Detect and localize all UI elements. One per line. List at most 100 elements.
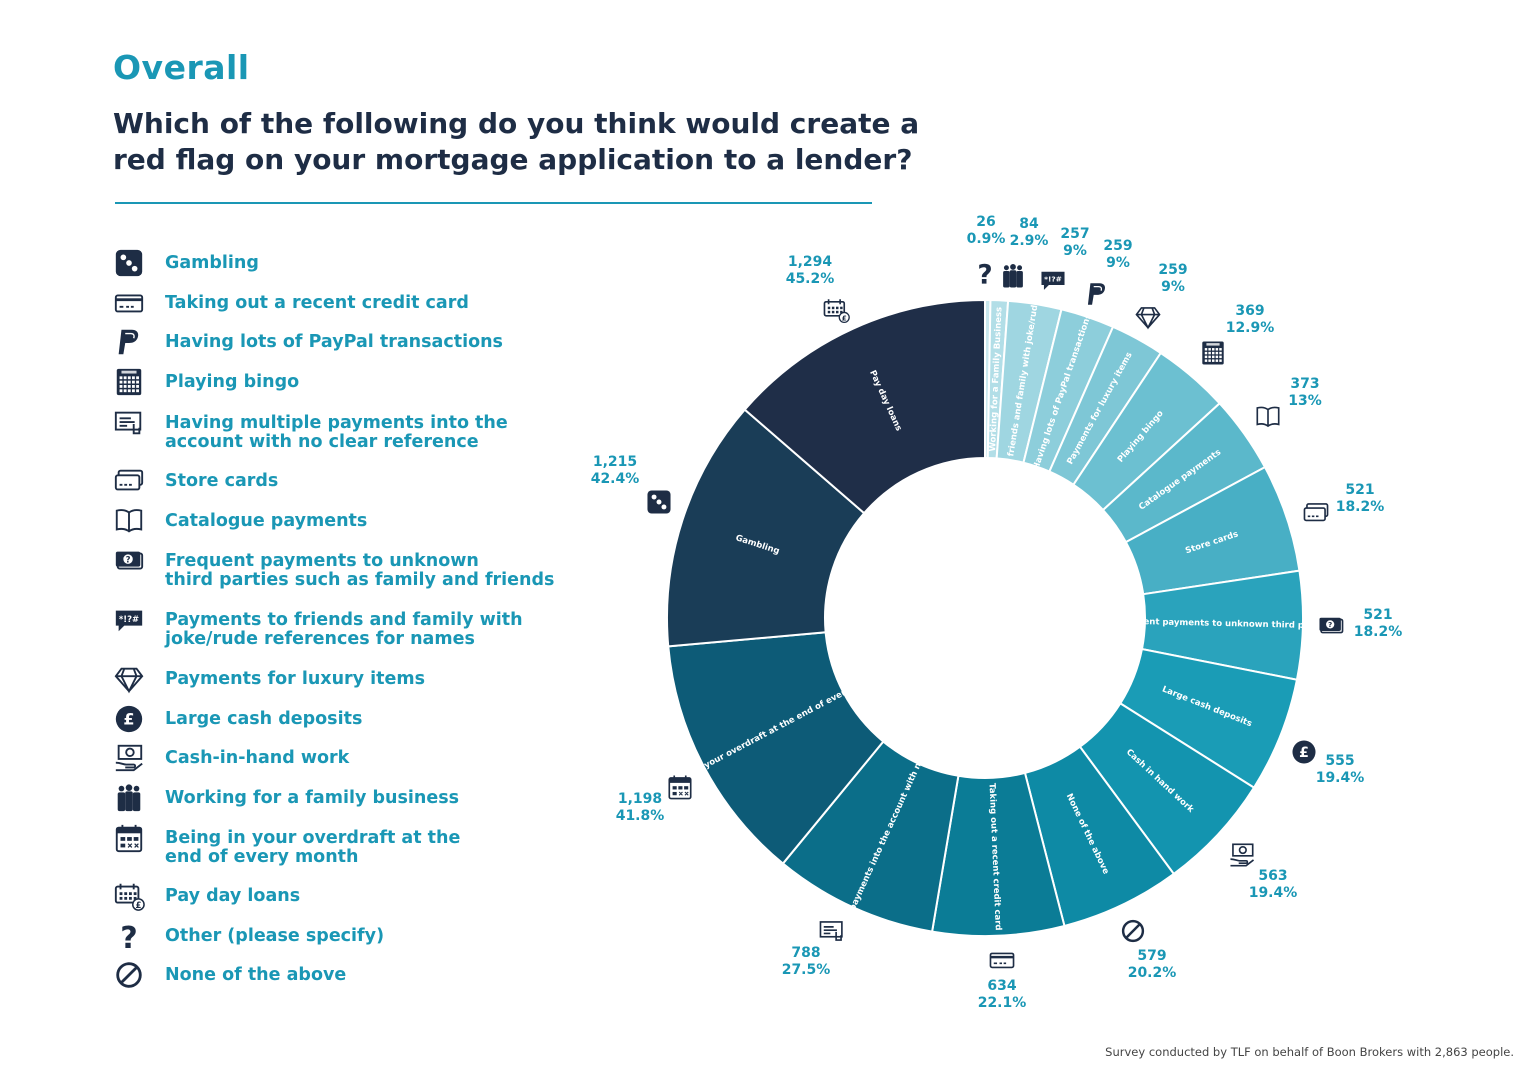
svg-text:£: £ xyxy=(123,710,134,729)
value-label: 26 xyxy=(976,214,995,230)
value-label: 1,198 xyxy=(618,791,662,807)
legend-item: Payments for luxury items xyxy=(113,666,583,706)
value-label: 579 xyxy=(1137,948,1166,964)
bingo-card-icon xyxy=(1202,341,1224,365)
svg-text:?: ? xyxy=(120,921,137,952)
donut-slice xyxy=(666,408,866,648)
legend-item: Gambling xyxy=(113,249,583,290)
legend-label: None of the above xyxy=(165,965,347,985)
legend-label: Having multiple payments into the accoun… xyxy=(165,413,508,452)
legend-item: None of the above xyxy=(113,962,583,1002)
percent-label: 18.2% xyxy=(1336,499,1385,515)
legend-item: Playing bingo xyxy=(113,366,583,409)
pound-coin-icon: £ xyxy=(113,703,147,737)
svg-text:?: ? xyxy=(977,261,992,291)
store-cards-icon xyxy=(113,465,147,499)
percent-label: 41.8% xyxy=(616,808,665,824)
page-title: Which of the following do you think woul… xyxy=(113,107,920,176)
percent-label: 19.4% xyxy=(1249,885,1298,901)
percent-label: 9% xyxy=(1063,243,1087,259)
value-label: 257 xyxy=(1060,226,1089,242)
percent-label: 12.9% xyxy=(1226,320,1275,336)
calendar-pound-icon: £ xyxy=(113,880,147,914)
question-mark-icon: ? xyxy=(113,920,147,956)
value-label: 1,294 xyxy=(788,254,833,270)
legend-item: ? Frequent payments to unknown third part… xyxy=(113,548,583,590)
percent-label: 9% xyxy=(1106,255,1130,271)
legend-label: Gambling xyxy=(165,253,259,273)
legend-item: £ Pay day loans xyxy=(113,883,583,923)
percent-label: 2.9% xyxy=(1010,233,1049,249)
svg-text:?: ? xyxy=(126,554,131,564)
legend-item: Having lots of PayPal transactions xyxy=(113,329,583,369)
legend-label: Pay day loans xyxy=(165,886,301,906)
section-title: Overall xyxy=(113,48,250,87)
percent-label: 19.4% xyxy=(1316,770,1365,786)
legend-label: Being in your overdraft at the end of ev… xyxy=(165,828,461,867)
percent-label: 22.1% xyxy=(978,995,1027,1011)
footer-note: Survey conducted by TLF on behalf of Boo… xyxy=(1105,1045,1514,1059)
legend-item: ? Other (please specify) xyxy=(113,920,583,963)
value-label: 369 xyxy=(1235,303,1264,319)
pound-coin-icon: £ xyxy=(1292,740,1316,764)
svg-text:*!?#: *!?# xyxy=(119,614,139,624)
swearing-speech-bubble-icon: *!?# xyxy=(1041,271,1065,290)
dice-icon xyxy=(647,490,671,514)
legend-label: Payments for luxury items xyxy=(165,669,426,689)
value-label: 259 xyxy=(1103,238,1132,254)
legend-item: *!?# Payments to friends and family with … xyxy=(113,604,583,649)
family-icon xyxy=(113,782,147,816)
percent-label: 18.2% xyxy=(1354,624,1403,640)
donut-slice xyxy=(743,298,986,515)
credit-card-icon xyxy=(989,952,1015,969)
value-label: 259 xyxy=(1158,262,1187,278)
cash-in-hand-icon xyxy=(113,742,147,776)
family-icon xyxy=(1003,264,1023,288)
legend-item: Taking out a recent credit card xyxy=(113,290,583,330)
bingo-card-icon xyxy=(113,366,147,400)
cheque-icon xyxy=(113,407,147,441)
slice-label: Frequent payments to unknown third parti… xyxy=(1116,617,1332,632)
calendar-pound-icon: £ xyxy=(823,299,850,324)
legend-item: Working for a family business xyxy=(113,782,583,825)
diamond-icon xyxy=(1135,307,1161,330)
value-label: 788 xyxy=(791,945,820,961)
swearing-speech-bubble-icon: *!?# xyxy=(113,604,147,638)
legend-item: Store cards xyxy=(113,468,583,508)
paypal-icon xyxy=(113,326,147,360)
value-label: 521 xyxy=(1345,482,1374,498)
calendar-icon xyxy=(668,775,692,800)
credit-card-icon xyxy=(113,287,147,321)
legend-item: Catalogue payments xyxy=(113,508,583,548)
open-book-icon xyxy=(1256,406,1280,428)
legend-label: Taking out a recent credit card xyxy=(165,293,469,313)
diamond-icon xyxy=(113,663,147,697)
value-label: 373 xyxy=(1290,376,1319,392)
prohibited-icon xyxy=(113,959,147,993)
legend-label: Payments to friends and family with joke… xyxy=(165,610,523,649)
value-label: 555 xyxy=(1325,753,1354,769)
legend-label: Having lots of PayPal transactions xyxy=(165,332,503,352)
legend-label: Frequent payments to unknown third parti… xyxy=(165,551,555,590)
question-mark-icon: ? xyxy=(977,261,992,291)
legend-label: Catalogue payments xyxy=(165,511,368,531)
value-label: 521 xyxy=(1363,607,1392,623)
legend-label: Playing bingo xyxy=(165,372,300,392)
store-cards-icon xyxy=(1303,503,1329,522)
legend-item: Cash-in-hand work xyxy=(113,742,583,785)
value-label: 1,215 xyxy=(593,454,637,470)
svg-text:*!?#: *!?# xyxy=(1044,275,1062,284)
legend-label: Large cash deposits xyxy=(165,709,363,729)
value-label: 84 xyxy=(1019,216,1039,232)
divider xyxy=(115,202,872,204)
svg-text:?: ? xyxy=(1328,620,1332,629)
cash-in-hand-icon xyxy=(1230,843,1255,867)
percent-label: 13% xyxy=(1288,393,1322,409)
prohibited-icon xyxy=(1121,919,1145,943)
legend-item: Having multiple payments into the accoun… xyxy=(113,407,583,452)
value-label: 634 xyxy=(987,978,1016,994)
legend-label: Store cards xyxy=(165,471,279,491)
banknotes-question-icon: ? xyxy=(1319,617,1344,634)
percent-label: 27.5% xyxy=(782,962,831,978)
paypal-icon xyxy=(1087,283,1106,305)
